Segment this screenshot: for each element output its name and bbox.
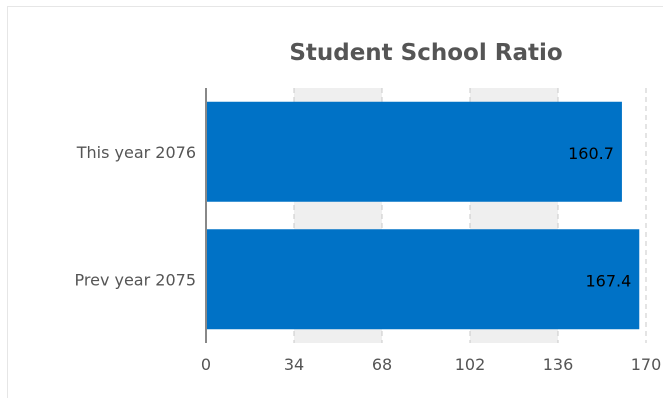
chart-frame — [7, 6, 663, 398]
chart-title: Student School Ratio — [289, 40, 563, 66]
x-tick-label: 68 — [372, 355, 392, 374]
value-labels: 160.7 167.4 — [568, 144, 631, 291]
x-tick-label: 102 — [455, 355, 486, 374]
value-label: 167.4 — [585, 271, 631, 290]
x-tick-labels: 0 34 68 102 136 170 — [201, 355, 661, 374]
value-label: 160.7 — [568, 144, 614, 163]
bar — [206, 101, 622, 202]
bars — [206, 101, 640, 330]
x-tick-label: 170 — [631, 355, 662, 374]
category-labels: This year 2076 Prev year 2075 — [75, 143, 197, 290]
x-tick-label: 136 — [543, 355, 574, 374]
grid-lines — [293, 88, 647, 343]
bar — [206, 229, 640, 330]
x-tick-label: 34 — [284, 355, 304, 374]
x-tick-label: 0 — [201, 355, 211, 374]
category-label: This year 2076 — [76, 143, 196, 162]
category-label: Prev year 2075 — [75, 270, 197, 289]
